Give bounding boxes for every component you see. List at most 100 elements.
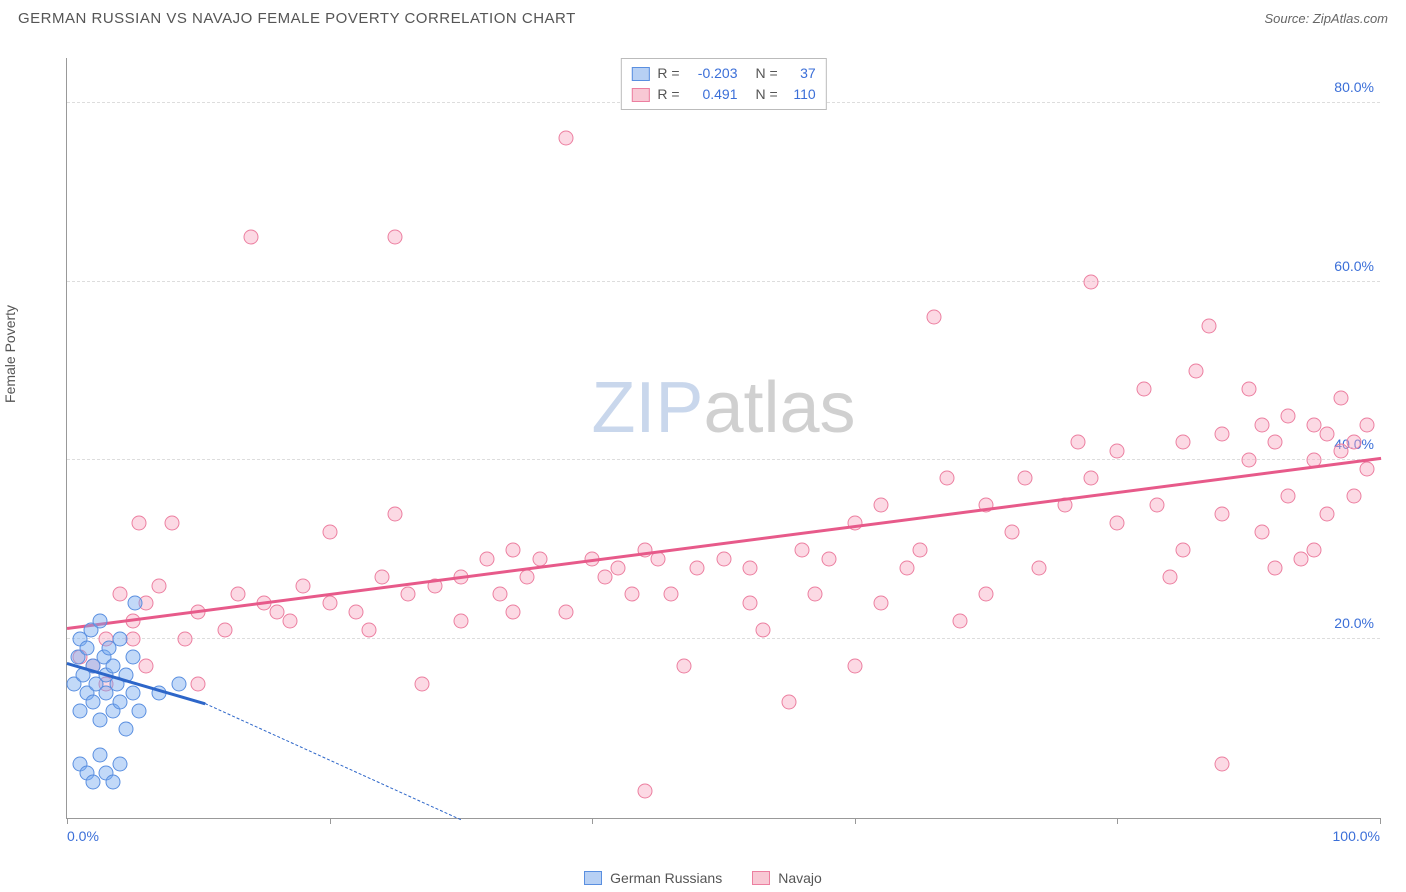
data-point-navajo <box>191 676 206 691</box>
data-point-navajo <box>637 784 652 799</box>
y-tick-label: 60.0% <box>1334 258 1374 274</box>
data-point-german-russians <box>128 596 143 611</box>
data-point-navajo <box>742 560 757 575</box>
data-point-navajo <box>1359 462 1374 477</box>
data-point-navajo <box>532 551 547 566</box>
legend-swatch <box>631 67 649 81</box>
data-point-navajo <box>1084 274 1099 289</box>
stats-row: R =-0.203N =37 <box>631 63 815 84</box>
gridline <box>67 459 1380 460</box>
data-point-navajo <box>952 614 967 629</box>
data-point-navajo <box>558 605 573 620</box>
data-point-navajo <box>1110 444 1125 459</box>
data-point-navajo <box>690 560 705 575</box>
data-point-german-russians <box>92 748 107 763</box>
legend-swatch <box>631 88 649 102</box>
stats-row: R =0.491N =110 <box>631 84 815 105</box>
stats-legend-box: R =-0.203N =37R =0.491N =110 <box>620 58 826 110</box>
data-point-navajo <box>1294 551 1309 566</box>
data-point-navajo <box>112 587 127 602</box>
data-point-navajo <box>1176 542 1191 557</box>
data-point-german-russians <box>92 712 107 727</box>
legend-item: Navajo <box>752 870 822 886</box>
data-point-navajo <box>1254 417 1269 432</box>
data-point-german-russians <box>79 641 94 656</box>
stat-r-label: R = <box>657 84 679 105</box>
data-point-navajo <box>283 614 298 629</box>
data-point-navajo <box>1189 363 1204 378</box>
data-point-navajo <box>348 605 363 620</box>
data-point-navajo <box>1215 757 1230 772</box>
data-point-navajo <box>1215 426 1230 441</box>
data-point-navajo <box>165 515 180 530</box>
data-point-german-russians <box>112 694 127 709</box>
data-point-navajo <box>1333 390 1348 405</box>
gridline <box>67 638 1380 639</box>
chart-source: Source: ZipAtlas.com <box>1264 11 1388 26</box>
gridline <box>67 281 1380 282</box>
data-point-navajo <box>716 551 731 566</box>
legend-swatch <box>584 871 602 885</box>
data-point-navajo <box>558 131 573 146</box>
data-point-navajo <box>742 596 757 611</box>
stat-n-label: N = <box>756 84 778 105</box>
data-point-navajo <box>506 542 521 557</box>
data-point-navajo <box>480 551 495 566</box>
stat-n-value: 110 <box>786 84 816 105</box>
data-point-german-russians <box>112 632 127 647</box>
data-point-german-russians <box>92 614 107 629</box>
data-point-navajo <box>1320 426 1335 441</box>
legend-swatch <box>752 871 770 885</box>
data-point-navajo <box>1333 444 1348 459</box>
trend-line-extrapolated <box>205 703 462 820</box>
data-point-german-russians <box>119 721 134 736</box>
data-point-navajo <box>808 587 823 602</box>
data-point-navajo <box>519 569 534 584</box>
y-tick-label: 20.0% <box>1334 615 1374 631</box>
data-point-navajo <box>375 569 390 584</box>
data-point-navajo <box>1149 498 1164 513</box>
data-point-navajo <box>874 596 889 611</box>
plot-region: ZIPatlas R =-0.203N =37R =0.491N =110 20… <box>66 58 1380 819</box>
data-point-navajo <box>453 614 468 629</box>
data-point-navajo <box>296 578 311 593</box>
data-point-navajo <box>1202 319 1217 334</box>
data-point-navajo <box>388 229 403 244</box>
data-point-navajo <box>1254 524 1269 539</box>
data-point-navajo <box>598 569 613 584</box>
data-point-navajo <box>677 659 692 674</box>
x-tick <box>67 818 68 824</box>
legend-label: German Russians <box>610 870 722 886</box>
data-point-navajo <box>1005 524 1020 539</box>
data-point-german-russians <box>125 650 140 665</box>
data-point-navajo <box>1084 471 1099 486</box>
data-point-navajo <box>821 551 836 566</box>
data-point-german-russians <box>86 694 101 709</box>
stat-r-value: -0.203 <box>688 63 738 84</box>
data-point-navajo <box>1215 507 1230 522</box>
data-point-navajo <box>1241 453 1256 468</box>
data-point-german-russians <box>86 775 101 790</box>
data-point-navajo <box>506 605 521 620</box>
data-point-navajo <box>322 596 337 611</box>
data-point-navajo <box>1281 489 1296 504</box>
data-point-navajo <box>1320 507 1335 522</box>
data-point-navajo <box>1031 560 1046 575</box>
data-point-navajo <box>926 310 941 325</box>
data-point-german-russians <box>73 703 88 718</box>
data-point-navajo <box>1267 560 1282 575</box>
data-point-navajo <box>1267 435 1282 450</box>
data-point-navajo <box>847 659 862 674</box>
data-point-navajo <box>125 632 140 647</box>
data-point-navajo <box>217 623 232 638</box>
data-point-navajo <box>874 498 889 513</box>
data-point-navajo <box>624 587 639 602</box>
data-point-navajo <box>1018 471 1033 486</box>
stat-n-label: N = <box>756 63 778 84</box>
x-tick <box>1117 818 1118 824</box>
series-legend: German Russians Navajo <box>0 870 1406 886</box>
x-tick <box>1380 818 1381 824</box>
x-tick-label: 100.0% <box>1333 828 1380 844</box>
data-point-navajo <box>1281 408 1296 423</box>
data-point-navajo <box>1359 417 1374 432</box>
